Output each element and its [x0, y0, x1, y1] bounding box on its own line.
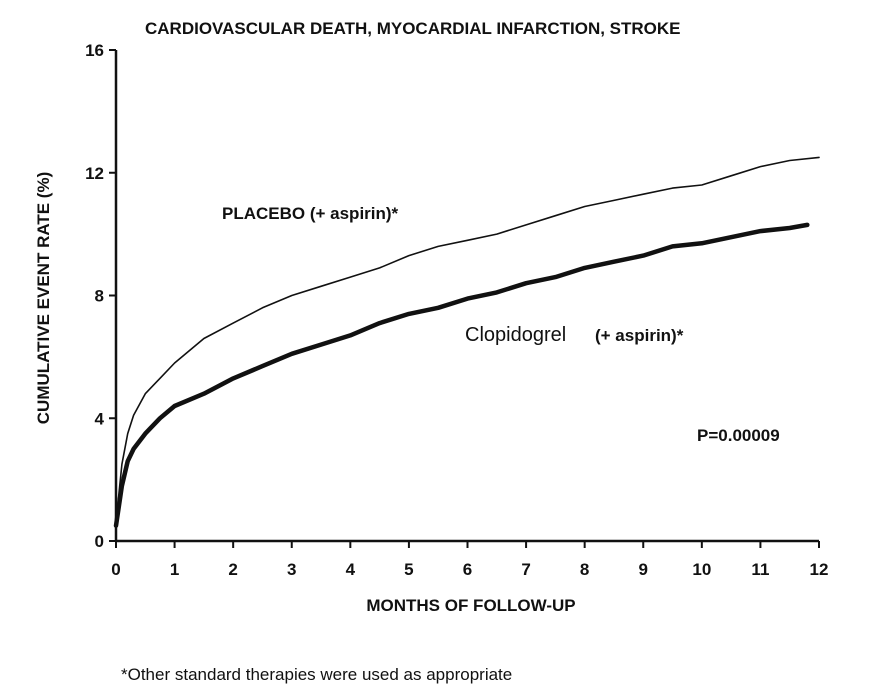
y-tick-label: 4 [95, 409, 105, 428]
x-tick-label: 5 [404, 560, 413, 579]
y-tick-label: 16 [85, 41, 104, 60]
p-value-annotation: P=0.00009 [697, 426, 780, 445]
series-layer [113, 156, 820, 528]
x-tick-label: 11 [751, 560, 769, 579]
clopidogrel-series-label: Clopidogrel [465, 324, 566, 346]
x-tick-label: 7 [521, 560, 530, 579]
y-tick-label: 12 [85, 164, 104, 183]
clopidogrel-series-label-suffix: (+ aspirin)* [595, 326, 684, 345]
x-tick-label: 12 [810, 560, 829, 579]
x-tick-label: 6 [463, 560, 472, 579]
x-tick-label: 0 [111, 560, 120, 579]
x-tick-label: 2 [228, 560, 237, 579]
placebo-series-label: PLACEBO (+ aspirin)* [222, 204, 399, 223]
y-ticks: 0 4 8 12 16 [85, 41, 116, 551]
y-tick-label: 0 [95, 532, 104, 551]
x-ticks: 0 1 2 3 4 5 6 7 8 9 10 11 12 [111, 541, 828, 579]
x-tick-label: 8 [580, 560, 589, 579]
x-tick-label: 4 [346, 560, 356, 579]
x-tick-label: 3 [287, 560, 296, 579]
y-axis-label: CUMULATIVE EVENT RATE (%) [34, 172, 53, 424]
x-tick-label: 9 [639, 560, 648, 579]
placebo-series-line [115, 156, 820, 524]
x-tick-label: 1 [170, 560, 179, 579]
x-tick-label: 10 [692, 560, 711, 579]
chart-title: CARDIOVASCULAR DEATH, MYOCARDIAL INFARCT… [145, 19, 681, 38]
clopidogrel-series-line [113, 222, 810, 528]
y-tick-label: 8 [95, 287, 104, 306]
x-axis-label: MONTHS OF FOLLOW-UP [366, 596, 575, 615]
footnote: *Other standard therapies were used as a… [121, 665, 512, 684]
